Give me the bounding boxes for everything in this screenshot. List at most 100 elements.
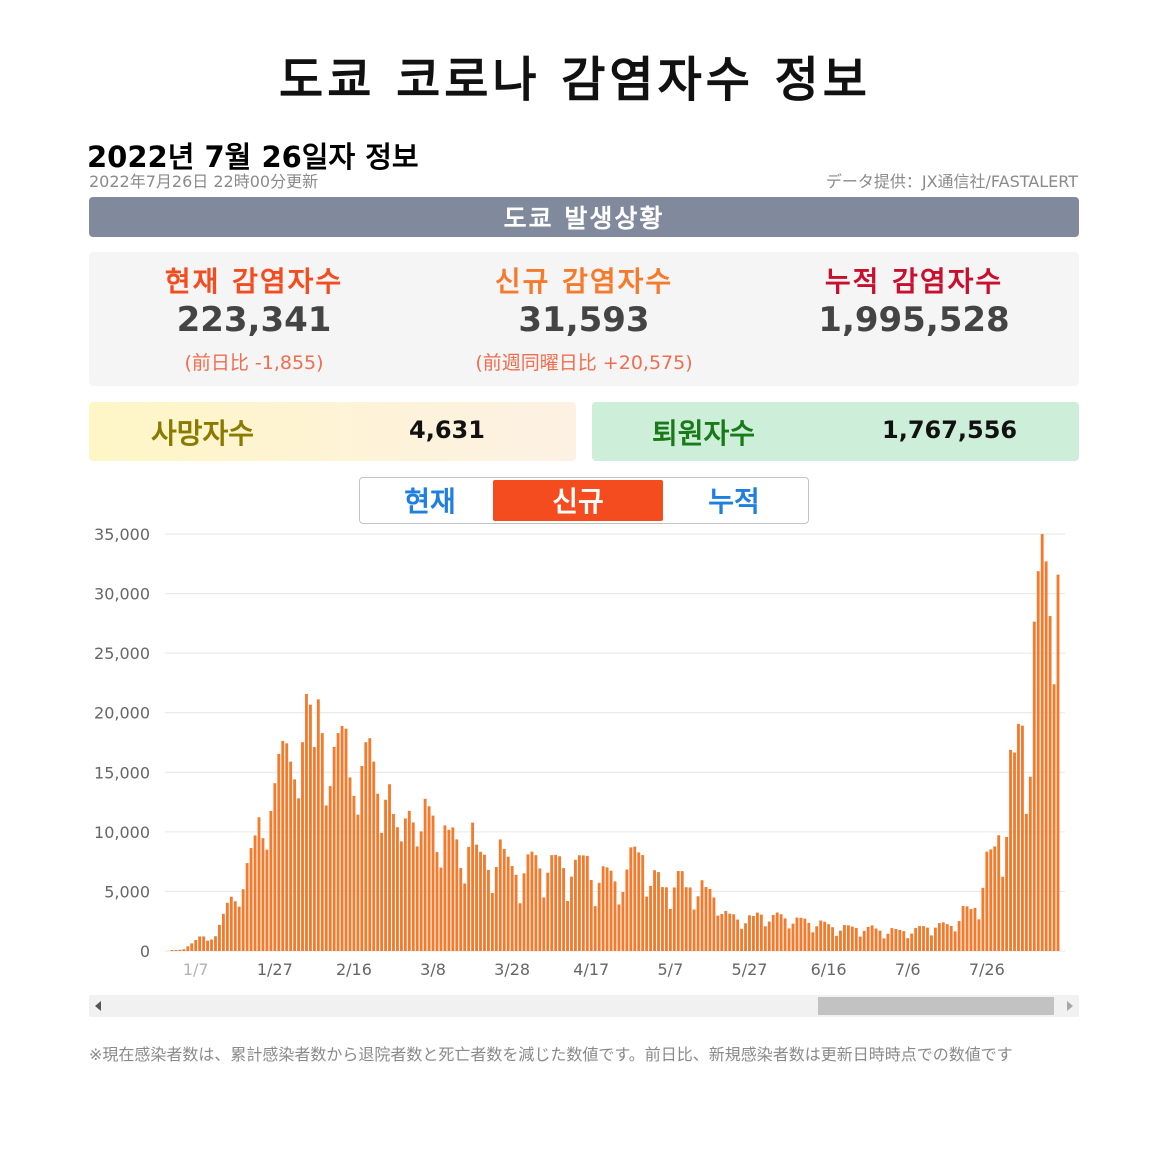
bar[interactable]	[285, 743, 289, 951]
bar[interactable]	[969, 909, 973, 951]
bar[interactable]	[755, 912, 759, 951]
bar[interactable]	[218, 924, 221, 951]
bar[interactable]	[1048, 616, 1052, 951]
bar[interactable]	[918, 926, 922, 951]
bar[interactable]	[605, 867, 609, 951]
bar[interactable]	[752, 916, 755, 951]
bar[interactable]	[977, 919, 981, 951]
bar[interactable]	[281, 740, 285, 951]
bar[interactable]	[483, 854, 486, 951]
bar[interactable]	[574, 859, 577, 951]
bar[interactable]	[649, 885, 653, 951]
bar[interactable]	[906, 938, 910, 951]
bar[interactable]	[1040, 534, 1044, 951]
bar[interactable]	[930, 935, 933, 951]
bar[interactable]	[443, 825, 447, 951]
bar[interactable]	[407, 810, 411, 951]
bar[interactable]	[471, 822, 475, 951]
bar[interactable]	[415, 846, 419, 951]
bar[interactable]	[423, 798, 427, 951]
bar[interactable]	[720, 914, 724, 951]
bar[interactable]	[399, 841, 403, 951]
bar[interactable]	[182, 949, 186, 951]
bar[interactable]	[1020, 725, 1024, 951]
bar[interactable]	[178, 949, 182, 951]
bar[interactable]	[965, 906, 969, 951]
bar[interactable]	[763, 926, 767, 951]
bar[interactable]	[316, 699, 320, 951]
bar[interactable]	[957, 921, 961, 951]
bar[interactable]	[510, 865, 514, 951]
bar[interactable]	[241, 889, 245, 951]
tab-new[interactable]: 신규	[493, 480, 663, 521]
bar[interactable]	[617, 904, 621, 951]
bar[interactable]	[210, 939, 213, 951]
bar[interactable]	[237, 906, 241, 951]
bar[interactable]	[657, 872, 660, 951]
bar[interactable]	[577, 855, 581, 951]
bar[interactable]	[581, 855, 585, 951]
bar[interactable]	[926, 927, 929, 951]
bar[interactable]	[933, 927, 937, 951]
bar[interactable]	[253, 835, 257, 951]
bar[interactable]	[435, 851, 439, 951]
bar[interactable]	[550, 855, 554, 951]
bar[interactable]	[344, 728, 348, 951]
bar[interactable]	[894, 929, 898, 951]
bar[interactable]	[601, 866, 605, 951]
bar[interactable]	[463, 883, 467, 951]
bar[interactable]	[1005, 836, 1009, 951]
bar[interactable]	[190, 943, 194, 951]
bar[interactable]	[360, 766, 364, 951]
bar[interactable]	[945, 924, 949, 951]
bar[interactable]	[419, 831, 423, 951]
bar[interactable]	[170, 950, 174, 951]
bar[interactable]	[198, 936, 202, 951]
bar[interactable]	[795, 917, 799, 951]
bar[interactable]	[1032, 621, 1036, 951]
bar[interactable]	[842, 925, 846, 951]
bar[interactable]	[949, 926, 953, 951]
bar[interactable]	[328, 786, 332, 951]
bar[interactable]	[1017, 723, 1020, 951]
bar[interactable]	[1056, 574, 1060, 951]
bar[interactable]	[593, 906, 597, 951]
scroll-left-arrow-icon[interactable]	[95, 1001, 101, 1011]
bar[interactable]	[839, 930, 842, 951]
bar[interactable]	[308, 704, 312, 951]
bar[interactable]	[332, 746, 336, 951]
bar[interactable]	[661, 887, 664, 951]
bar[interactable]	[708, 888, 712, 951]
bar[interactable]	[297, 798, 300, 951]
bar[interactable]	[882, 938, 886, 951]
bar[interactable]	[716, 915, 720, 951]
bar[interactable]	[570, 876, 573, 951]
bar[interactable]	[388, 784, 391, 951]
bar[interactable]	[273, 783, 277, 951]
chart-scrollbar[interactable]	[89, 995, 1079, 1017]
bar[interactable]	[775, 912, 779, 951]
bar[interactable]	[479, 851, 482, 951]
bar[interactable]	[688, 887, 692, 951]
bar[interactable]	[740, 928, 744, 951]
bar[interactable]	[384, 799, 388, 951]
bar[interactable]	[526, 854, 530, 951]
bar[interactable]	[783, 918, 787, 951]
bar[interactable]	[376, 793, 380, 951]
bar[interactable]	[989, 849, 993, 951]
bar[interactable]	[522, 873, 526, 951]
bar[interactable]	[898, 929, 902, 951]
bar[interactable]	[1009, 749, 1012, 951]
bar[interactable]	[356, 814, 360, 951]
bar[interactable]	[1036, 571, 1040, 951]
bar[interactable]	[301, 742, 304, 951]
bar[interactable]	[1013, 752, 1016, 951]
bar[interactable]	[653, 870, 656, 951]
bar[interactable]	[937, 923, 941, 951]
bar[interactable]	[827, 924, 831, 951]
bar[interactable]	[870, 925, 874, 951]
bar[interactable]	[799, 917, 803, 951]
bar[interactable]	[672, 887, 676, 951]
bar[interactable]	[771, 914, 775, 951]
bar[interactable]	[269, 810, 273, 951]
